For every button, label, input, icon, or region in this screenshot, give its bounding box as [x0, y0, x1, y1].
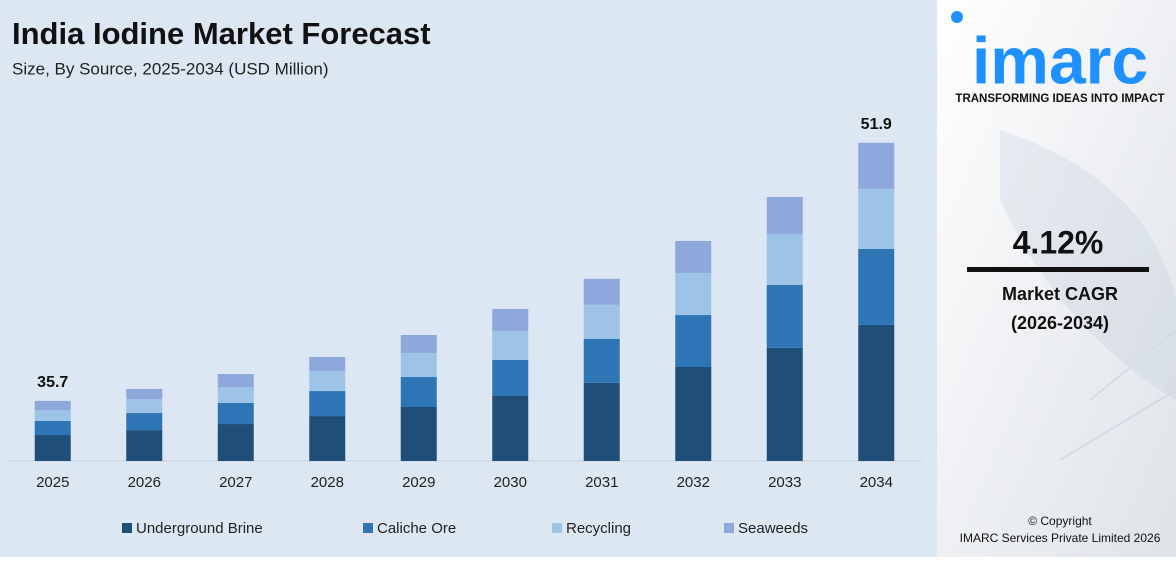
legend-label: Caliche Ore	[377, 520, 456, 537]
bar-segment	[492, 308, 529, 331]
bar-segment	[309, 356, 346, 371]
bar-segment	[126, 399, 163, 414]
bar-segment	[400, 406, 437, 461]
bar-segment	[217, 402, 254, 425]
bar-segment	[675, 272, 712, 316]
x-tick-label: 2025	[36, 474, 69, 491]
bar-segment	[217, 387, 254, 403]
bar-segment	[34, 435, 71, 461]
bar-segment	[492, 395, 529, 461]
logo: imarc	[972, 23, 1148, 97]
bar-segment	[309, 391, 346, 417]
bar-segment	[34, 410, 71, 422]
bar-segment	[583, 304, 620, 339]
legend-swatch	[363, 523, 373, 533]
bar-segment	[126, 413, 163, 431]
bar-segment	[492, 330, 529, 360]
bar-segment	[583, 278, 620, 305]
sidebar-background	[937, 0, 1176, 557]
x-tick-label: 2033	[768, 474, 801, 491]
bar-segment	[858, 324, 895, 461]
legend-swatch	[122, 523, 132, 533]
x-tick-label: 2030	[494, 474, 527, 491]
bar-segment	[858, 188, 895, 249]
bar-segment	[766, 196, 803, 234]
legend-label: Underground Brine	[136, 520, 263, 537]
bar-segment	[858, 142, 895, 189]
bar-segment	[34, 400, 71, 411]
legend-label: Seaweeds	[738, 520, 808, 537]
bar-segment	[675, 366, 712, 461]
cagr-label: Market CAGR	[1002, 284, 1118, 304]
bar-segment	[400, 334, 437, 353]
bar-segment	[583, 338, 620, 383]
x-tick-label: 2034	[860, 474, 893, 491]
chart-subtitle: Size, By Source, 2025-2034 (USD Million)	[12, 59, 329, 78]
cagr-value: 4.12%	[1013, 224, 1104, 260]
x-tick-label: 2031	[585, 474, 618, 491]
bar-segment	[126, 388, 163, 400]
legend-swatch	[552, 523, 562, 533]
bar-segment	[217, 373, 254, 388]
bar-segment	[766, 233, 803, 285]
bar-segment	[400, 352, 437, 378]
bar-segment	[34, 421, 71, 436]
logo-dot	[951, 11, 963, 23]
bar-segment	[583, 382, 620, 461]
total-label: 51.9	[861, 116, 892, 133]
x-tick-label: 2026	[128, 474, 161, 491]
legend-label: Recycling	[566, 520, 631, 537]
company: IMARC Services Private Limited 2026	[960, 531, 1161, 545]
legend-swatch	[724, 523, 734, 533]
tagline: TRANSFORMING IDEAS INTO IMPACT	[955, 93, 1164, 105]
x-tick-label: 2028	[311, 474, 344, 491]
x-tick-label: 2027	[219, 474, 252, 491]
bar-segment	[675, 315, 712, 367]
bar-segment	[126, 430, 163, 461]
bar-segment	[309, 416, 346, 461]
chart-title: India Iodine Market Forecast	[12, 16, 431, 51]
x-tick-label: 2029	[402, 474, 435, 491]
bar-segment	[675, 240, 712, 273]
bar-segment	[492, 359, 529, 396]
bar-segment	[766, 347, 803, 461]
bar-segment	[400, 377, 437, 407]
bar-segment	[858, 248, 895, 325]
sidebar-decoration	[1000, 130, 1176, 461]
bar-segment	[217, 424, 254, 461]
copyright: © Copyright	[1028, 514, 1092, 528]
bar-segment	[309, 370, 346, 392]
bar-segment	[766, 284, 803, 348]
x-tick-label: 2032	[677, 474, 710, 491]
total-label: 35.7	[37, 374, 68, 391]
cagr-rule	[967, 267, 1149, 272]
cagr-period: (2026-2034)	[1011, 313, 1109, 333]
